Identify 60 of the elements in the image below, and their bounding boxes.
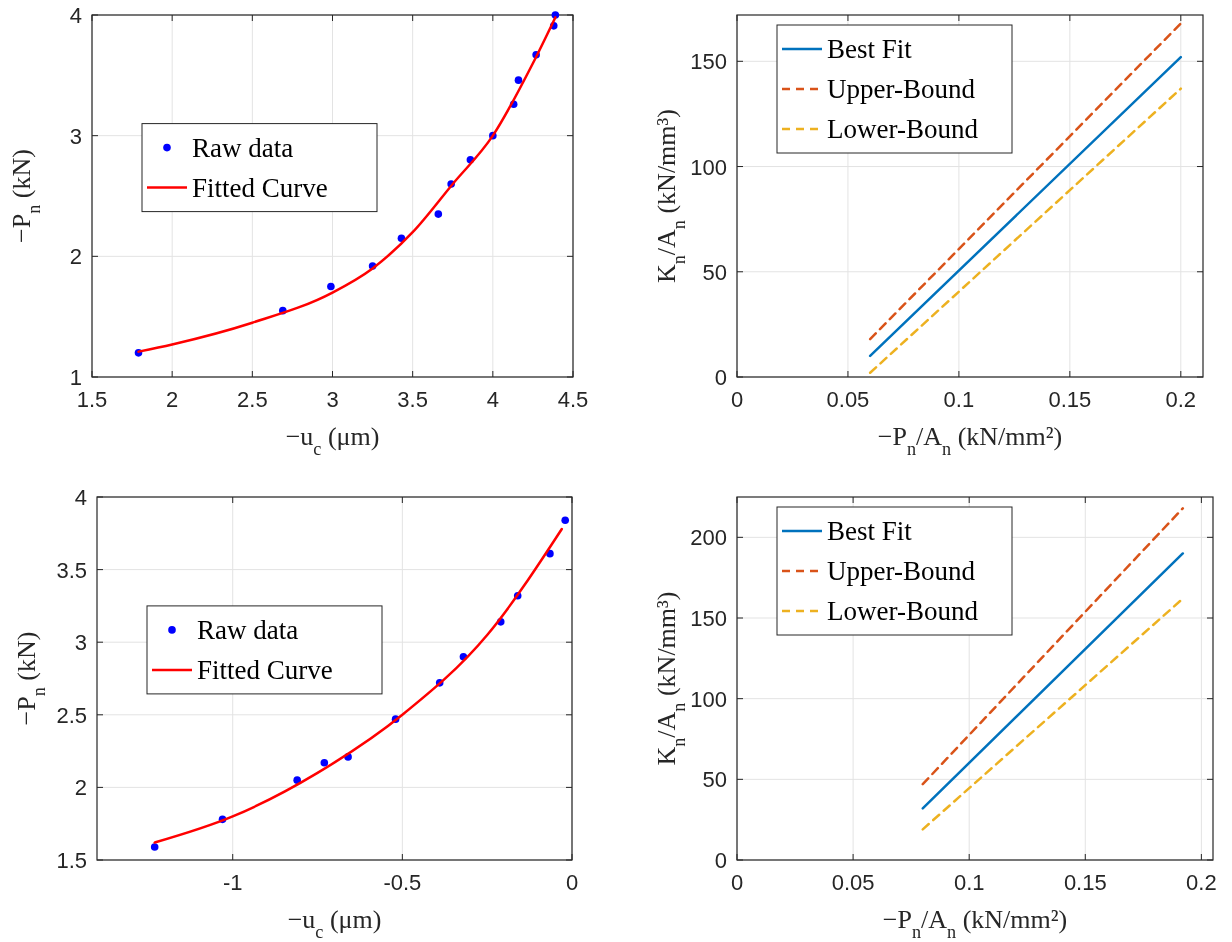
y-tick-label: 1.5 xyxy=(56,848,87,873)
y-tick-label: 200 xyxy=(690,525,727,551)
x-tick-label: 4 xyxy=(486,387,499,412)
legend-label: Lower-Bound xyxy=(827,596,979,626)
point xyxy=(293,776,301,784)
point xyxy=(327,282,335,291)
y-tick-label: 3 xyxy=(74,630,87,656)
x-tick-label: 3 xyxy=(326,387,339,412)
legend-label: Best Fit xyxy=(827,34,913,64)
y-tick-label: 0 xyxy=(714,848,727,873)
y-tick-label: 4 xyxy=(69,3,82,28)
x-tick-label: 0.05 xyxy=(831,870,875,895)
point xyxy=(561,516,570,525)
legend-label: Fitted Curve xyxy=(197,654,333,685)
x-axis-title: −u$_{c}$ (μm) xyxy=(285,422,380,459)
y-tick-label: 1 xyxy=(69,365,82,390)
x-tick-label: 2.5 xyxy=(237,387,268,412)
x-tick-label: 2 xyxy=(166,387,179,412)
x-tick-label: 0.15 xyxy=(1048,387,1092,412)
y-tick-label: 2 xyxy=(69,244,82,270)
legend-label: Upper-Bound xyxy=(827,74,976,104)
x-tick-label: 0.1 xyxy=(943,387,975,412)
x-axis-title: −u$_{c}$ (μm) xyxy=(287,905,382,942)
legend-label: Lower-Bound xyxy=(827,114,979,144)
y-tick-label: 0 xyxy=(714,365,727,390)
x-tick-label: 0 xyxy=(730,870,744,895)
x-tick-label: -1 xyxy=(222,870,243,895)
y-tick-label: 50 xyxy=(702,767,727,793)
y-tick-label: 2.5 xyxy=(56,702,87,728)
y-tick-label: 50 xyxy=(702,259,727,285)
x-tick-label: 4.5 xyxy=(557,387,589,412)
legend-label: Upper-Bound xyxy=(827,556,976,586)
legend-label: Raw data xyxy=(192,132,294,163)
x-axis-title: −P$_{n}$/A$_{n}$ (kN/mm²) xyxy=(877,422,1063,459)
y-tick-label: 100 xyxy=(690,686,727,712)
y-tick-label: 150 xyxy=(690,49,727,75)
x-tick-label: 0.2 xyxy=(1165,387,1197,412)
y-tick-label: 3.5 xyxy=(56,557,87,583)
y-tick-label: 3 xyxy=(69,123,82,149)
legend-label: Raw data xyxy=(197,614,299,645)
x-tick-label: 3.5 xyxy=(397,387,428,412)
point xyxy=(514,76,523,84)
y-tick-label: 150 xyxy=(690,606,727,631)
point xyxy=(434,210,443,218)
x-tick-label: 0.05 xyxy=(826,387,870,412)
x-tick-label: -0.5 xyxy=(383,870,422,895)
y-tick-label: 100 xyxy=(690,154,727,180)
legend-label: Fitted Curve xyxy=(192,172,328,203)
point xyxy=(397,234,406,243)
x-axis-title: −P$_{n}$/A$_{n}$ (kN/mm²) xyxy=(882,905,1068,942)
x-tick-label: 0 xyxy=(730,387,744,412)
x-tick-label: 0.2 xyxy=(1186,870,1217,895)
legend-label: Best Fit xyxy=(827,516,913,546)
y-tick-label: 2 xyxy=(74,775,87,801)
x-tick-label: 0.15 xyxy=(1063,870,1107,895)
y-tick-label: 4 xyxy=(74,485,87,510)
x-tick-label: 0 xyxy=(565,870,579,895)
x-tick-label: 0.1 xyxy=(953,870,985,895)
point xyxy=(320,758,329,767)
point xyxy=(150,843,159,851)
